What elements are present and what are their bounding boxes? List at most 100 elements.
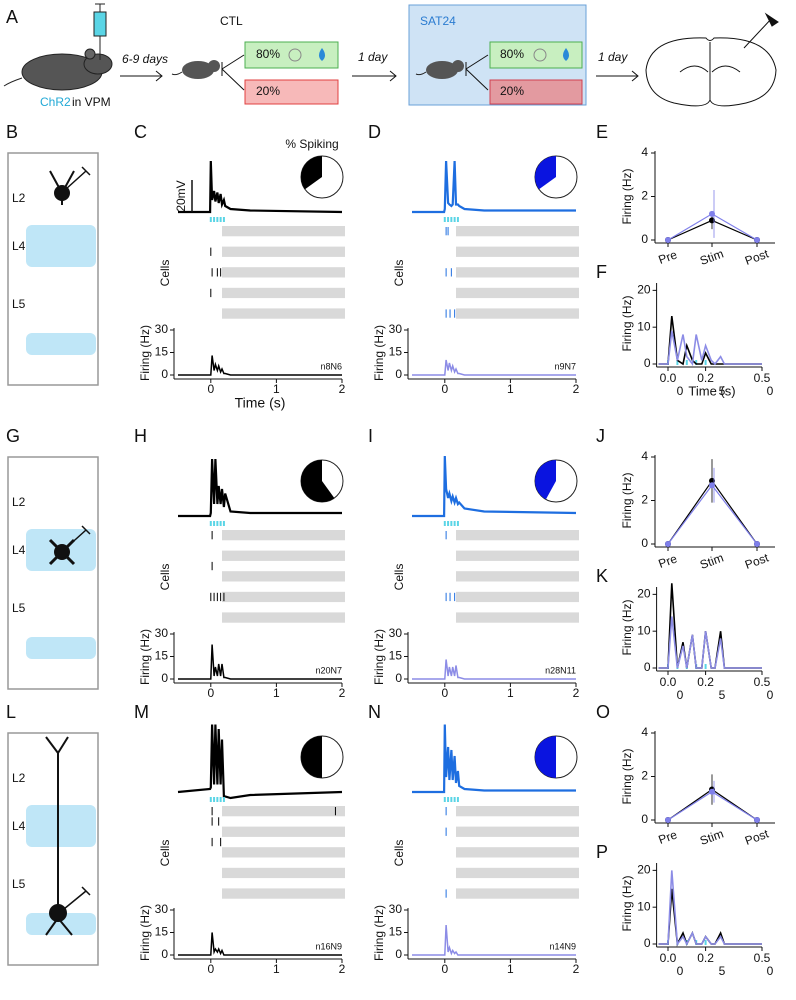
choice-box <box>489 79 583 105</box>
panel-label: E <box>596 122 608 142</box>
cells-label: Cells <box>158 564 172 591</box>
x-tick-label: 0.5 <box>754 951 771 965</box>
mouse <box>171 54 245 91</box>
y-axis-label: Firing (Hz) <box>138 905 152 961</box>
x-axis-label: Time (s) <box>235 395 286 411</box>
layer-band <box>26 913 96 935</box>
raster-band <box>456 612 579 623</box>
y-tick-label: 10 <box>637 319 651 333</box>
psth-line <box>412 924 576 956</box>
y-tick-label: 4 <box>641 449 648 463</box>
layer-label: L5 <box>12 297 26 311</box>
x-tick-label: 1 <box>273 686 280 700</box>
voltage-trace <box>412 160 576 214</box>
x-tick-label: 0.0 <box>660 951 677 965</box>
voltage-trace <box>178 160 343 214</box>
y-tick-label: 2 <box>641 189 648 203</box>
y-tick-label: 0 <box>644 660 651 674</box>
x-tick-label: 0.2 <box>697 371 714 385</box>
y-tick-label: 30 <box>389 322 403 336</box>
y-tick-label: 15 <box>155 925 169 939</box>
y-tick-label: 15 <box>155 649 169 663</box>
pie-slice <box>535 736 556 778</box>
x-tick-label: Stim <box>698 247 725 268</box>
panel-label: L <box>6 702 16 722</box>
y-tick-label: 4 <box>641 145 648 159</box>
panel-label: F <box>596 262 607 282</box>
arrow <box>596 70 639 82</box>
raster-band <box>456 287 579 299</box>
layer-label: L2 <box>12 191 26 205</box>
arrow <box>352 70 397 82</box>
panel-label: C <box>134 122 147 142</box>
pipette <box>65 525 91 549</box>
x-tick-label: 0.0 <box>660 371 677 385</box>
x-tick-label: 1 <box>507 382 514 396</box>
raster-band <box>222 530 345 541</box>
y-tick-label: 20 <box>637 863 651 877</box>
x-axis-label: Time (s) <box>688 383 735 398</box>
x-tick-label: 1 <box>273 382 280 396</box>
raster-band <box>222 246 345 257</box>
raster-band <box>456 826 579 837</box>
y-tick-label: 30 <box>155 902 169 916</box>
pct-label: 20% <box>500 84 524 98</box>
y-axis-label: Firing (Hz) <box>138 325 152 381</box>
series-line <box>658 583 762 669</box>
x-tick-label: 0.5 <box>754 675 771 689</box>
cell-count: n16N9 <box>315 941 342 951</box>
x-tick-label: Pre <box>657 827 680 847</box>
raster-band <box>456 591 579 603</box>
raster-band <box>222 847 345 858</box>
x-tick-label: 0 <box>441 962 448 976</box>
x-tick-label: 1 <box>507 686 514 700</box>
psth-line <box>412 659 576 680</box>
panel-label: G <box>6 426 20 446</box>
y-tick-label: 10 <box>637 899 651 913</box>
y-tick-label: 0 <box>395 671 402 685</box>
raster-band <box>456 550 579 561</box>
neuron <box>48 525 91 566</box>
group-label: CTL <box>220 14 243 28</box>
neuron <box>45 736 91 936</box>
x-tick-label: 1 <box>507 962 514 976</box>
x-tick-label: Post <box>743 826 771 848</box>
y-tick-label: 30 <box>389 626 403 640</box>
point <box>665 237 671 243</box>
icon <box>319 48 325 61</box>
pie-slice <box>535 460 556 500</box>
x-sub-label: 0 <box>677 384 684 398</box>
panel-label: M <box>134 702 149 722</box>
x-sub-label: 0 <box>767 384 774 398</box>
raster-band <box>456 806 579 817</box>
cells-label: Cells <box>158 840 172 867</box>
cell-count: n8N6 <box>320 361 342 371</box>
layer-band <box>26 333 96 355</box>
x-sub-label: 5 <box>719 964 726 978</box>
point <box>709 210 715 217</box>
pipette <box>65 166 91 190</box>
voltage-trace <box>177 724 343 800</box>
scale-label: 20mV <box>174 180 188 211</box>
x-tick-label: 0 <box>207 382 214 396</box>
x-sub-label: 5 <box>719 688 726 702</box>
voltage-trace <box>412 455 577 518</box>
series-line <box>658 315 762 366</box>
y-tick-label: 15 <box>389 649 403 663</box>
panel-label: B <box>6 122 18 142</box>
layer-label: L5 <box>12 877 26 891</box>
series-line <box>667 484 758 545</box>
raster-band <box>222 550 345 561</box>
mouse <box>3 3 113 91</box>
series-line <box>667 790 758 821</box>
cell-count: n20N7 <box>315 665 342 675</box>
cells-label: Cells <box>392 564 406 591</box>
y-tick-label: 0 <box>641 536 648 550</box>
point <box>709 217 715 224</box>
pct-label: 20% <box>256 84 280 98</box>
raster-band <box>222 591 345 603</box>
raster-band <box>456 308 579 319</box>
y-axis-label: Firing (Hz) <box>138 629 152 685</box>
